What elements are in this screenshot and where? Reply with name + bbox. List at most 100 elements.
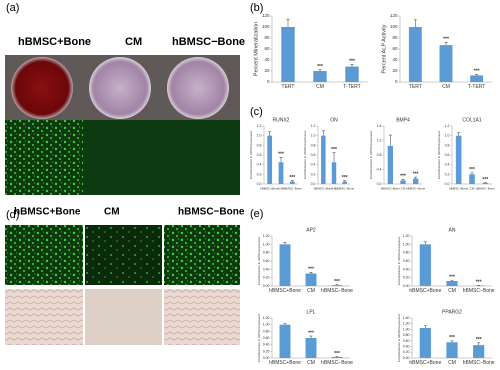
- y-tick-label: 0.0: [257, 182, 262, 186]
- significance-label: ***: [331, 147, 337, 153]
- y-tick-label: 60: [392, 46, 398, 51]
- y-tick-label: 1.2: [257, 124, 262, 128]
- error-bar: [350, 64, 354, 67]
- y-tick-label: 0.2: [257, 172, 262, 176]
- y-tick-label: 0.8: [257, 143, 262, 147]
- y-tick-label: 20: [264, 68, 270, 73]
- y-tick-label: 0.40: [263, 267, 270, 271]
- error-bar: [268, 131, 272, 136]
- y-tick-label: 0.80: [403, 333, 410, 337]
- x-tick-label: CM: [307, 288, 315, 294]
- error-bar: [477, 342, 481, 346]
- y-tick-label: 0.60: [263, 259, 270, 263]
- bar: [305, 338, 317, 358]
- y-tick-label: 0.00: [263, 284, 270, 288]
- error-bar: [414, 176, 418, 179]
- significance-label: ***: [482, 177, 488, 183]
- bar: [419, 244, 431, 286]
- error-bar: [450, 340, 454, 343]
- significance-label: ***: [469, 167, 475, 173]
- panel-label: (d): [6, 209, 19, 221]
- bar: [289, 181, 295, 184]
- bar: [482, 183, 489, 184]
- error-bar: [450, 279, 454, 281]
- error-bar: [457, 132, 461, 136]
- x-tick-label: hBMSC−Bone: [476, 186, 495, 190]
- y-tick-label: 0.80: [263, 329, 270, 333]
- error-bar: [318, 69, 322, 71]
- y-tick-label: 0.40: [403, 267, 410, 271]
- image-header: CM: [125, 36, 142, 48]
- x-tick-label: hBMSC−Bone: [321, 288, 353, 294]
- x-tick-label: hBMSC−Bone: [463, 360, 495, 366]
- y-tick-label: 1.0: [257, 134, 262, 138]
- error-bar: [283, 242, 287, 245]
- error-bar: [332, 152, 336, 163]
- y-tick-label: 1.0: [445, 134, 450, 138]
- y-tick-label: 0.0: [311, 182, 316, 186]
- bar: [345, 66, 359, 82]
- bar: [342, 181, 347, 184]
- y-tick-label: 0.40: [403, 344, 410, 348]
- significance-label: ***: [349, 59, 355, 65]
- significance-label: ***: [449, 335, 455, 341]
- y-tick-label: 1.2: [311, 124, 316, 128]
- x-tick-label: hBMSC+Bone: [409, 288, 441, 294]
- stain-image: [164, 289, 240, 345]
- significance-label: ***: [308, 330, 314, 336]
- error-bar: [423, 241, 427, 245]
- significance-label: ***: [400, 174, 406, 180]
- bar: [446, 281, 458, 286]
- y-tick-label: 0.4: [257, 163, 262, 167]
- panel-label: (e): [250, 208, 263, 220]
- error-bar: [309, 335, 313, 338]
- y-tick-label: 0.4: [445, 163, 450, 167]
- y-axis-title: Fold Reduction in mRNA Expression: [257, 236, 261, 285]
- y-tick-label: 0.8: [377, 153, 382, 157]
- error-bar: [401, 179, 405, 181]
- chart-title: LPL: [307, 309, 316, 315]
- bar: [279, 324, 291, 358]
- y-tick-label: 1.00: [403, 327, 410, 331]
- x-tick-label: TERT: [409, 84, 422, 90]
- y-tick-label: 0.80: [263, 251, 270, 255]
- chart-title: COL1A1: [462, 117, 481, 123]
- significance-label: ***: [476, 280, 482, 286]
- y-tick-label: 0.8: [445, 143, 450, 147]
- y-tick-label: 0.2: [445, 172, 450, 176]
- y-tick-label: 0.80: [403, 251, 410, 255]
- error-bar: [444, 42, 448, 46]
- x-tick-label: TERT: [282, 84, 295, 90]
- well: [11, 57, 73, 119]
- y-tick-label: 1.6: [377, 124, 382, 128]
- y-tick-label: 0.00: [403, 356, 410, 360]
- x-tick-label: hBMSC−Bone: [321, 360, 353, 366]
- y-axis-title: Percent Mineralization: [253, 22, 259, 76]
- x-tick-label: hBMSC+Bone: [314, 186, 333, 190]
- y-tick-label: 0.20: [263, 276, 270, 280]
- error-bar: [290, 180, 294, 182]
- error-bar: [279, 157, 283, 163]
- y-tick-label: 0.4: [377, 167, 382, 171]
- panel-label: (a): [6, 2, 19, 14]
- bar: [387, 145, 393, 184]
- x-tick-label: T-TERT: [468, 84, 485, 90]
- bar: [331, 162, 337, 184]
- error-bar: [413, 19, 417, 27]
- y-tick-label: 0: [395, 79, 398, 84]
- significance-label: ***: [342, 175, 348, 181]
- x-tick-label: hBMSC−Bone: [283, 186, 302, 190]
- error-bar: [475, 74, 479, 76]
- y-axis-title: Fold Reduction in mRNA Expression: [397, 236, 401, 285]
- x-tick-label: hBMSC−Bone: [406, 186, 425, 190]
- stain-image: [5, 289, 83, 345]
- bar: [281, 27, 295, 82]
- y-tick-label: 1.00: [263, 242, 270, 246]
- y-tick-label: 1.0: [311, 134, 316, 138]
- y-tick-label: 0.0: [377, 182, 382, 186]
- error-bar: [321, 130, 325, 136]
- y-tick-label: 120: [390, 13, 398, 18]
- fluorescence-image: [5, 225, 83, 285]
- stain-image: [85, 289, 162, 345]
